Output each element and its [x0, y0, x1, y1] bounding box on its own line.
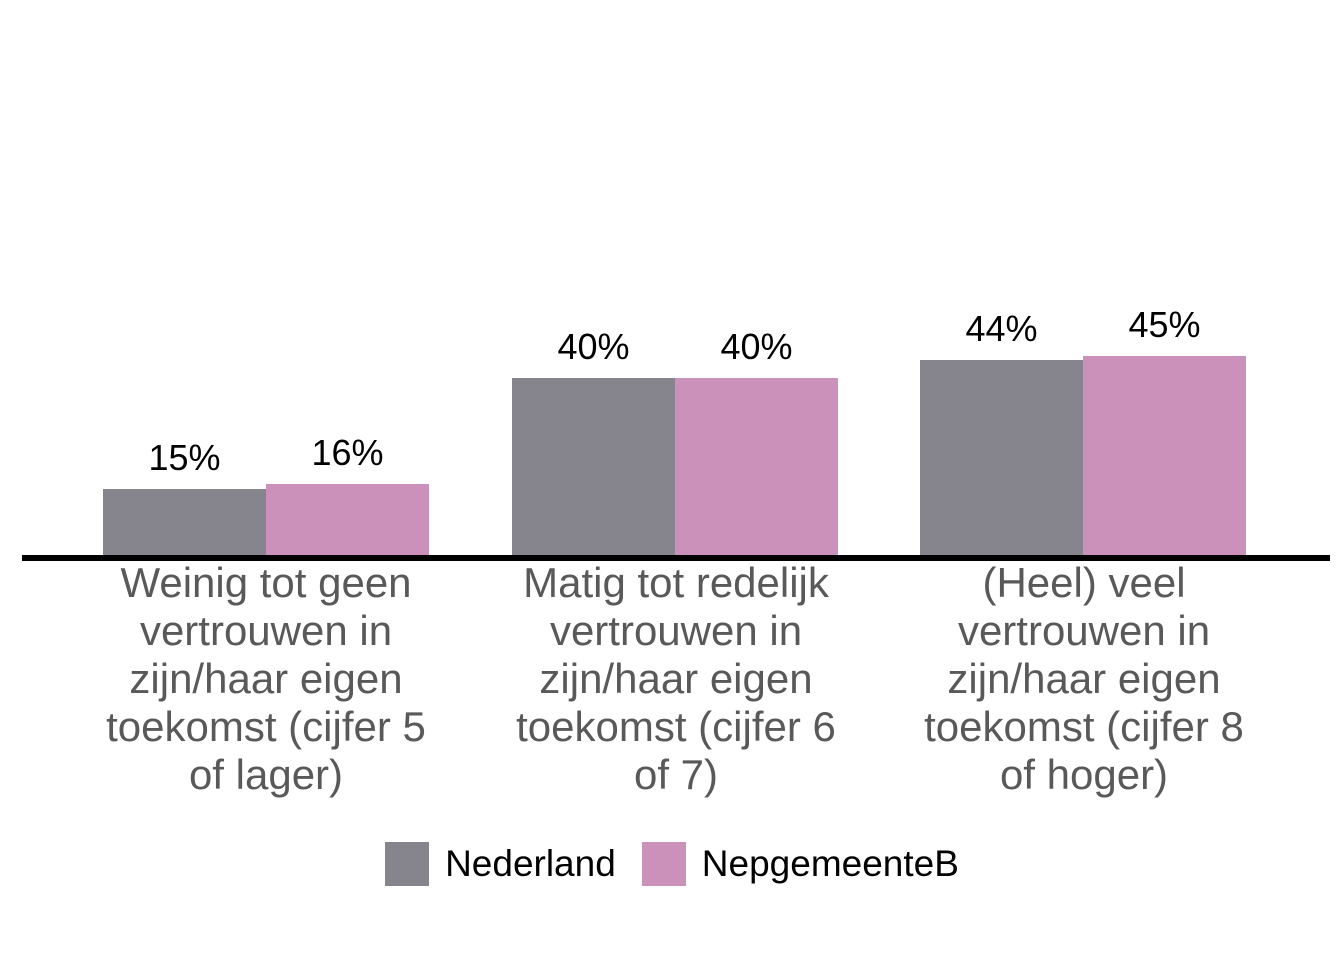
bar-value-label: 40%: [720, 326, 793, 367]
bar-nepgemeenteb-2: [675, 378, 838, 555]
bar-group-cijfer-6-of-7: 40% 40%: [512, 327, 838, 555]
legend-item-nederland: Nederland: [385, 841, 616, 887]
legend: Nederland NepgemeenteB: [0, 841, 1344, 887]
bar-value-label: 45%: [1128, 304, 1201, 345]
bar-nederland-1: [103, 489, 266, 555]
bar-value-label: 15%: [148, 437, 221, 478]
bar-column: 15%: [103, 438, 266, 555]
category-label-heel-veel: (Heel) veel vertrouwen in zijn/haar eige…: [924, 559, 1244, 798]
category-label-weinig-tot-geen: Weinig tot geen vertrouwen in zijn/haar …: [106, 559, 426, 798]
legend-label-nederland: Nederland: [445, 843, 616, 884]
bar-column: 16%: [266, 433, 429, 555]
bar-column: 45%: [1083, 305, 1246, 555]
bar-column: 40%: [512, 327, 675, 555]
bar-nepgemeenteb-1: [266, 484, 429, 555]
bar-nederland-3: [920, 360, 1083, 555]
bar-group-cijfer-8-of-hoger: 44% 45%: [920, 305, 1246, 555]
legend-item-nepgemeenteb: NepgemeenteB: [641, 841, 959, 887]
legend-swatch-nederland: [385, 842, 430, 886]
bar-column: 44%: [920, 309, 1083, 555]
bar-value-label: 40%: [557, 326, 630, 367]
bar-column: 40%: [675, 327, 838, 555]
bar-group-cijfer-5-of-lager: 15% 16%: [103, 433, 429, 555]
chart-plot-area: 15% 16% 40% 40% 44% 45%: [103, 305, 1246, 555]
bar-nepgemeenteb-3: [1083, 356, 1246, 555]
legend-swatch-nepgemeenteb: [641, 842, 686, 886]
legend-label-nepgemeenteb: NepgemeenteB: [701, 843, 959, 884]
category-label-matig-tot-redelijk: Matig tot redelijk vertrouwen in zijn/ha…: [516, 559, 836, 798]
bar-value-label: 16%: [311, 432, 384, 473]
x-axis-line: [22, 555, 1330, 561]
x-axis-category-labels: Weinig tot geen vertrouwen in zijn/haar …: [0, 559, 1344, 804]
bar-value-label: 44%: [965, 308, 1038, 349]
bar-nederland-2: [512, 378, 675, 555]
